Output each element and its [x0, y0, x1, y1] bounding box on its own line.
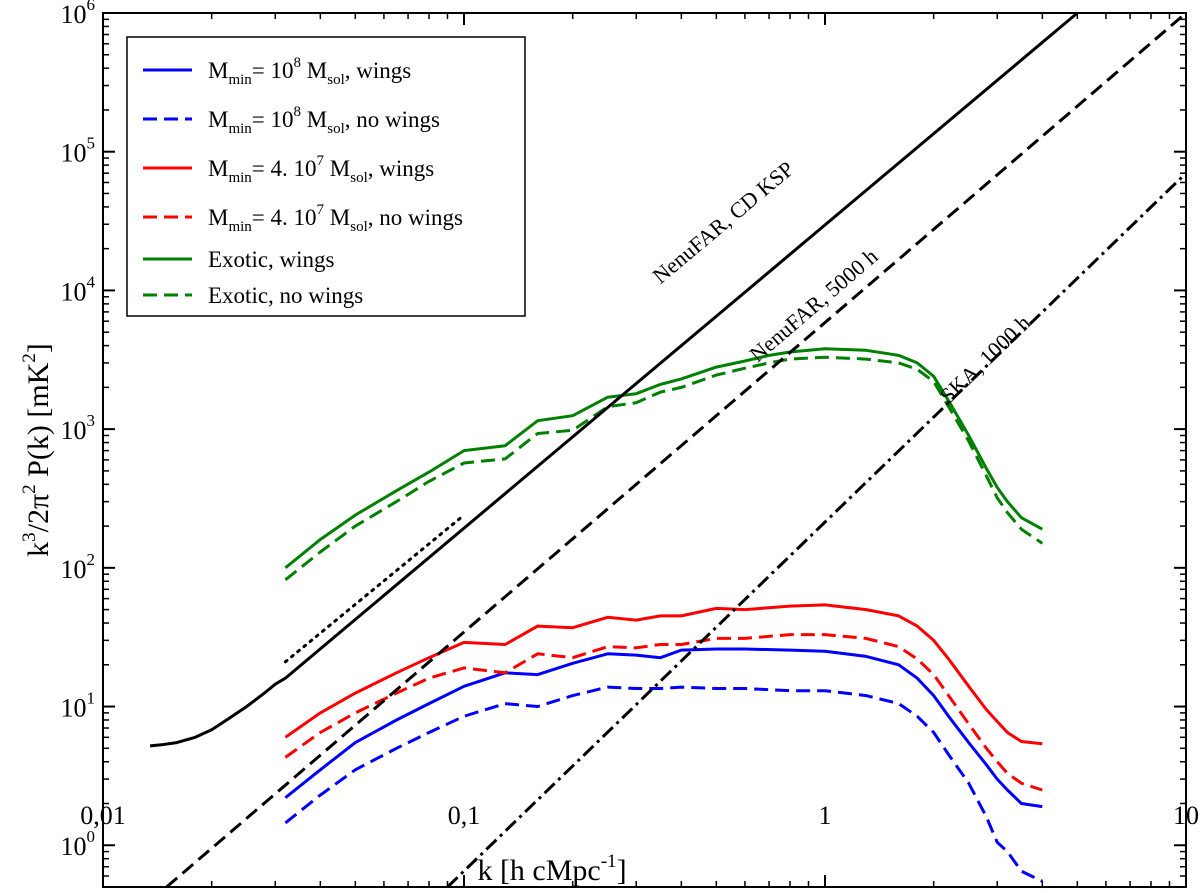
legend-box [126, 36, 526, 317]
y-axis-label-part3: P(k) [mK [22, 362, 55, 484]
x-axis-label-main: k [h cMpc [477, 854, 600, 887]
series-line-exotic-wings [284, 347, 1044, 569]
y-tick-label: 101 [61, 689, 96, 723]
sensitivity-line-nenufar-5000-h [165, 11, 1187, 889]
series-line-nenufar-cd-ksp-extrapolated [283, 513, 466, 664]
series-line-m-min-4-10-7-m-sol-wings [284, 603, 1043, 746]
y-axis-label-part4: ] [22, 343, 55, 353]
x-tick-label: 1 [819, 801, 832, 830]
series-line-m-min-10-8-m-sol-wings [284, 647, 1043, 809]
y-axis-label-sup1: 3 [19, 532, 40, 542]
y-axis-label-sup3: 2 [19, 353, 40, 363]
sensitivity-line-ska-1000-h [446, 172, 1188, 889]
legend-label: Mmin= 4. 107 Msol, no wings [208, 202, 463, 235]
legend-label: Mmin= 108 Msol, wings [208, 55, 411, 88]
y-axis-label-part1: k [22, 542, 55, 557]
tick-layer: 0,01 0,1 1 10 100 101 102 103 104 105 106 [61, 0, 1199, 887]
series-line-nenufar-cd-ksp-low-k [149, 676, 287, 748]
x-tick-label: 10 [1173, 801, 1199, 830]
y-axis-label-part2: /2π [22, 494, 55, 532]
y-axis-label: k3/2π2 P(k) [mK2] [19, 343, 55, 557]
series-line-exotic-no-wings [284, 355, 1044, 581]
x-axis-label-tail: ] [617, 854, 627, 887]
legend: Mmin= 108 Msol, wings Mmin= 108 Msol, no … [126, 36, 526, 317]
y-tick-label: 103 [61, 411, 96, 445]
y-tick-label: 105 [61, 134, 96, 168]
series-line-m-min-4-10-7-m-sol-no-wings [284, 633, 1043, 792]
y-tick-label: 102 [61, 550, 96, 584]
y-tick-label: 106 [61, 0, 96, 29]
y-axis-label-sup2: 2 [19, 484, 40, 494]
x-axis-label: k [h cMpc-1] [477, 851, 626, 887]
sensitivity-line-nenufar-cd-ksp [284, 11, 1079, 680]
series-layer [149, 347, 1044, 883]
legend-label: Mmin= 108 Msol, no wings [208, 104, 440, 137]
x-axis-label-sup: -1 [601, 851, 617, 872]
legend-label: Mmin= 4. 107 Msol, wings [208, 153, 434, 186]
y-tick-label: 100 [61, 827, 96, 861]
x-tick-label: 0,01 [80, 801, 126, 830]
y-tick-label: 104 [61, 272, 96, 306]
legend-label: Exotic, wings [208, 247, 335, 272]
series-line-m-min-10-8-m-sol-no-wings [284, 685, 1043, 883]
legend-label: Exotic, no wings [208, 283, 363, 308]
x-tick-label: 0,1 [448, 801, 481, 830]
